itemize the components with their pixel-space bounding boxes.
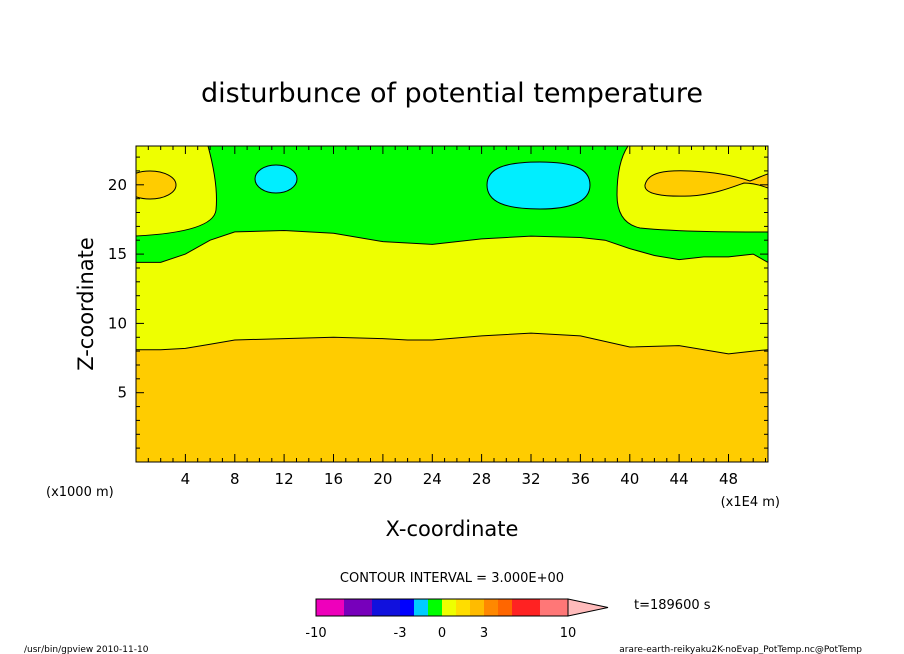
- colorbar-cell: [456, 599, 470, 616]
- x-unit-left: (x1000 m): [46, 485, 114, 500]
- field-yellow-top-left: [136, 146, 217, 237]
- x-tick-label: 12: [275, 470, 294, 488]
- time-label: t=189600 s: [634, 598, 711, 613]
- x-unit-right: (x1E4 m): [721, 495, 780, 510]
- x-tick-label: 36: [571, 470, 590, 488]
- contour-interval-label: CONTOUR INTERVAL = 3.000E+00: [340, 571, 564, 586]
- colorbar-cell: [372, 599, 386, 616]
- colorbar-label: 0: [438, 626, 446, 641]
- colorbar-cell: [428, 599, 442, 616]
- x-axis-label: X-coordinate: [386, 517, 519, 541]
- colorbar-cell: [470, 599, 484, 616]
- chart-title: disturbunce of potential temperature: [201, 78, 703, 109]
- x-ticks: 4 8 12 16 20 24 28 32 36 40 44 48: [147, 146, 766, 488]
- colorbar-cell: [484, 599, 498, 616]
- plot-frame: [135, 145, 769, 463]
- colorbar-cell: [414, 599, 428, 616]
- colorbar-extension-arrow: [567, 598, 609, 617]
- colorbar-cell: [512, 599, 526, 616]
- colorbar-cell: [498, 599, 512, 616]
- colorbar-cell: [400, 599, 414, 616]
- colorbar-label: -3: [394, 626, 407, 641]
- x-tick-label: 20: [373, 470, 392, 488]
- colorbar-cell: [316, 599, 330, 616]
- contour-line-0-neg3: [136, 229, 768, 263]
- field-cyan-center: [486, 161, 591, 210]
- y-axis-label: Z-coordinate: [74, 237, 98, 371]
- x-tick-label: 32: [521, 470, 540, 488]
- colorbar: [315, 598, 609, 617]
- x-tick-label: 24: [423, 470, 442, 488]
- y-tick-label: 5: [117, 384, 127, 402]
- y-tick-label: 20: [108, 176, 127, 194]
- colorbar-cell: [554, 599, 568, 616]
- colorbar-label: 10: [560, 626, 577, 641]
- colorbar-label: 3: [480, 626, 488, 641]
- colorbar-cell: [540, 599, 554, 616]
- colorbar-labels: -10 -3 0 3 10: [305, 626, 576, 641]
- x-tick-label: 48: [719, 470, 738, 488]
- colorbar-cell: [358, 599, 372, 616]
- x-tick-label: 4: [181, 470, 191, 488]
- footer-left: /usr/bin/gpview 2010-11-10: [24, 645, 149, 654]
- x-tick-label: 28: [472, 470, 491, 488]
- x-tick-label: 8: [230, 470, 240, 488]
- x-tick-label: 16: [324, 470, 343, 488]
- colorbar-cell: [386, 599, 400, 616]
- x-tick-label: 44: [670, 470, 689, 488]
- plot-area: [136, 146, 768, 462]
- colorbar-label: -10: [305, 626, 326, 641]
- field-cyan-left: [254, 164, 298, 194]
- y-tick-label: 10: [108, 314, 127, 332]
- y-ticks: 5 10 15 20: [108, 156, 768, 449]
- footer-right: arare-earth-reikyaku2K-noEvap_PotTemp.nc…: [619, 645, 862, 654]
- field-yellow: [136, 230, 768, 354]
- x-tick-label: 40: [620, 470, 639, 488]
- colorbar-cell: [442, 599, 456, 616]
- colorbar-cell: [344, 599, 358, 616]
- contour-line-0-3: [136, 332, 768, 355]
- y-tick-label: 15: [108, 245, 127, 263]
- field-orange-top-left: [136, 170, 177, 200]
- colorbar-cell: [330, 599, 344, 616]
- colorbar-cell: [526, 599, 540, 616]
- field-orange-top-right: [644, 170, 768, 197]
